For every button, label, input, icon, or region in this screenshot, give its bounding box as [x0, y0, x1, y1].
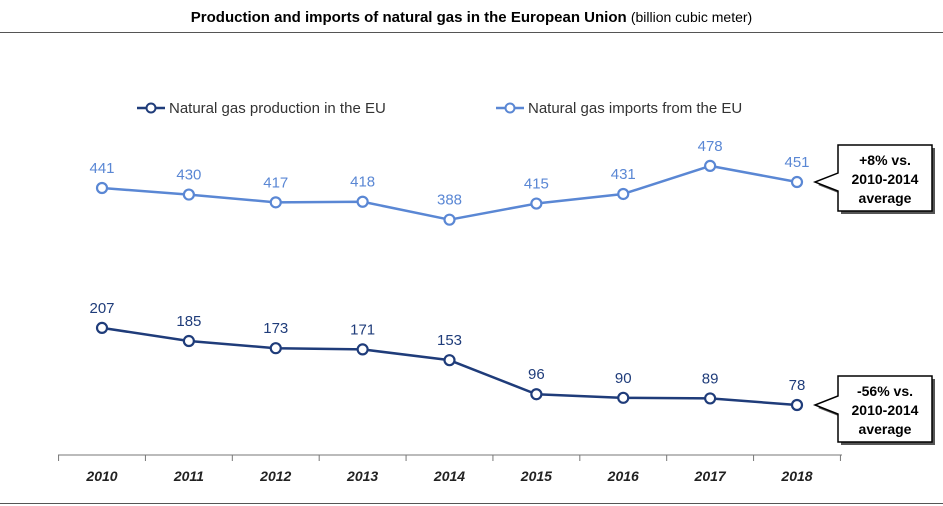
data-point: [182, 334, 195, 348]
legend-label-1: Natural gas imports from the EU: [528, 100, 742, 117]
data-point: [182, 188, 195, 201]
x-tick-label: 2017: [694, 468, 727, 484]
legend-marker-0: [145, 102, 157, 114]
data-point: [95, 321, 109, 334]
data-point: [790, 398, 804, 412]
callout-text: 2010-2014: [852, 402, 919, 418]
data-point: [269, 196, 282, 209]
data-point: [704, 159, 717, 172]
data-label: 153: [437, 332, 462, 349]
x-tick-label: 2010: [85, 468, 117, 484]
data-label: 418: [350, 174, 375, 191]
data-label: 89: [702, 370, 719, 387]
callout-box: [812, 144, 933, 212]
data-label: 78: [789, 377, 806, 394]
data-point: [530, 388, 543, 401]
x-tick-label: 2015: [520, 468, 552, 484]
data-label: 90: [615, 370, 632, 387]
x-tick-label: 2018: [780, 468, 812, 484]
callout-text: +8% vs.: [859, 152, 911, 168]
data-point: [443, 354, 456, 367]
data-point: [356, 195, 369, 208]
data-label: 451: [784, 154, 809, 171]
x-tick-label: 2013: [346, 468, 378, 484]
data-label: 207: [89, 300, 114, 317]
data-label: 478: [698, 138, 723, 155]
x-tick-label: 2014: [433, 468, 465, 484]
data-label: 185: [176, 313, 201, 330]
x-tick-label: 2012: [259, 468, 291, 484]
subtitle-text: (billion cubic meter): [630, 9, 753, 25]
callout-text: average: [859, 421, 912, 437]
data-label: 431: [611, 166, 636, 183]
title-text: Production and imports of natural gas in…: [190, 9, 627, 26]
data-label: 173: [263, 320, 288, 337]
data-point: [95, 181, 109, 195]
data-point: [704, 392, 717, 405]
data-label: 415: [524, 176, 549, 193]
data-label: 417: [263, 174, 288, 191]
data-label: 441: [89, 160, 114, 177]
callout-text: 2010-2014: [852, 171, 919, 187]
x-tick-label: 2016: [607, 468, 639, 484]
data-point: [269, 342, 282, 355]
data-label: 96: [528, 366, 545, 383]
data-label: 171: [350, 321, 375, 338]
data-point: [790, 175, 804, 189]
callout-box: [812, 375, 933, 443]
data-point: [443, 213, 456, 226]
legend-label-0: Natural gas production in the EU: [169, 100, 386, 117]
x-tick-label: 2011: [173, 468, 204, 484]
top-rule: [0, 32, 943, 33]
data-label: 430: [176, 167, 201, 184]
data-point: [617, 391, 630, 404]
bottom-rule: [0, 503, 943, 504]
callout-text: -56% vs.: [857, 383, 913, 399]
legend-marker-1: [504, 102, 516, 114]
data-point: [356, 343, 369, 356]
data-point: [530, 197, 543, 210]
callout-text: average: [859, 190, 912, 206]
data-point: [617, 187, 630, 201]
data-label: 388: [437, 192, 462, 209]
chart-title: Production and imports of natural gas in…: [0, 0, 943, 30]
